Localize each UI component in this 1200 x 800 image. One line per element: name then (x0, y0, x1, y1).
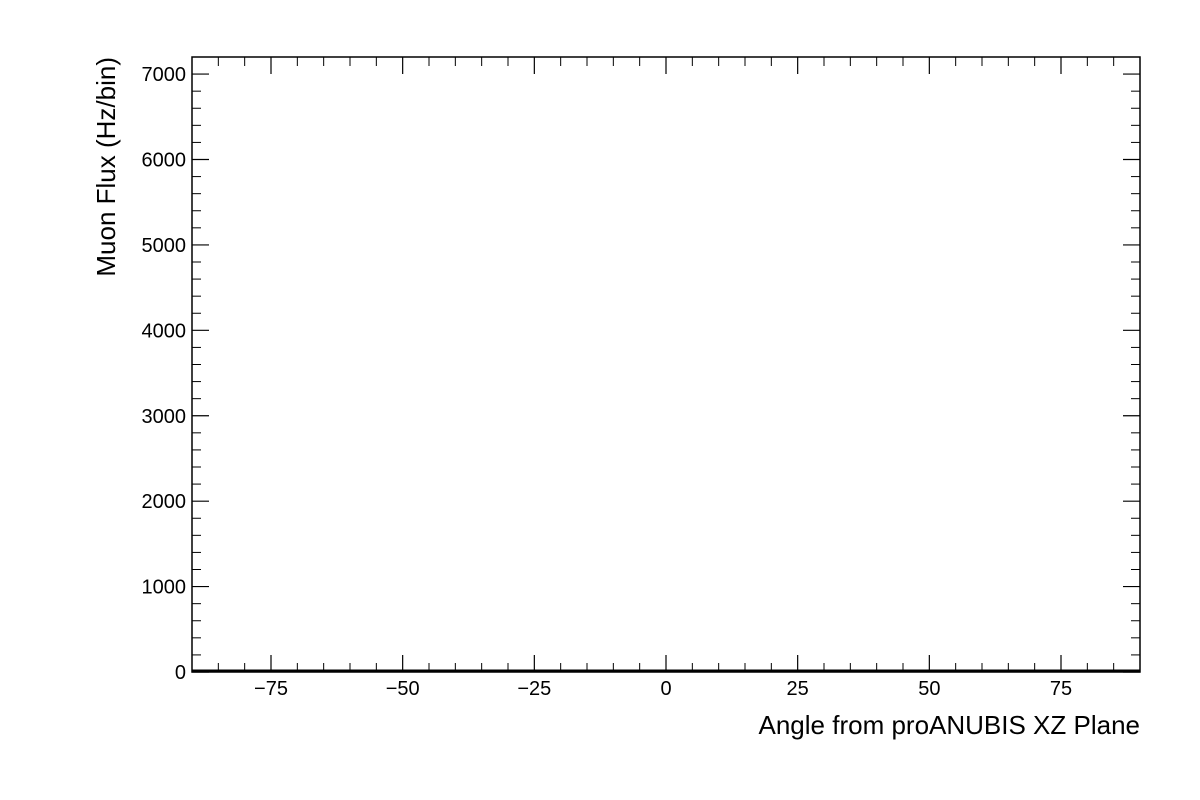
x-tick-label: 50 (918, 678, 940, 700)
y-tick-label: 1000 (142, 577, 187, 599)
x-tick-label: −25 (517, 678, 551, 700)
x-tick-label: 75 (1050, 678, 1072, 700)
x-tick-label: −75 (254, 678, 288, 700)
major-ticks (192, 57, 1140, 673)
y-tick-label: 7000 (142, 64, 187, 86)
minor-ticks (191, 56, 1141, 672)
y-tick-label: 5000 (142, 235, 187, 257)
y-tick-label: 2000 (142, 491, 187, 513)
plot-frame (191, 56, 1141, 673)
y-axis-title: Muon Flux (Hz/bin) (91, 57, 121, 277)
y-tick-labels: 0 1000 2000 3000 4000 5000 6000 7000 (142, 64, 187, 684)
x-tick-labels: −75 −50 −25 0 25 50 75 (254, 678, 1072, 700)
y-tick-label: 6000 (142, 150, 187, 172)
y-tick-label: 3000 (142, 406, 187, 428)
x-tick-label: 25 (787, 678, 809, 700)
y-tick-label: 0 (175, 662, 186, 684)
x-axis-title: Angle from proANUBIS XZ Plane (759, 710, 1141, 740)
y-tick-label: 4000 (142, 320, 187, 342)
x-tick-label: 0 (660, 678, 671, 700)
x-tick-label: −50 (386, 678, 420, 700)
